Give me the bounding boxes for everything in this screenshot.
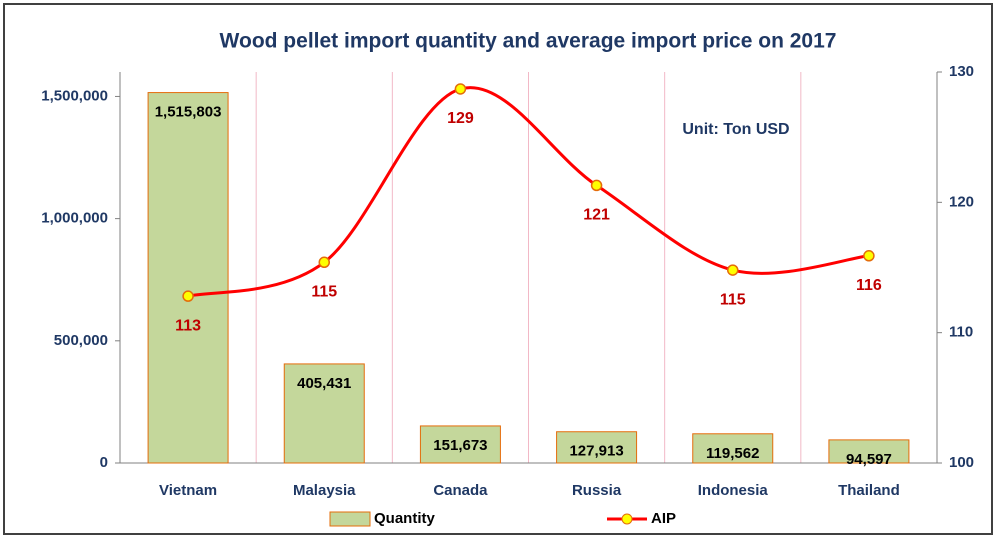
bar: [283, 363, 365, 464]
bar-value-label: 119,562: [706, 445, 759, 462]
x-tick-label: Malaysia: [293, 482, 356, 499]
line-value-label: 113: [175, 317, 201, 334]
legend-label: Quantity: [374, 510, 435, 527]
x-tick-label: Vietnam: [159, 482, 217, 499]
line-value-label: 116: [856, 277, 882, 294]
chart-title: Wood pellet import quantity and average …: [220, 30, 837, 53]
y-tick-label: 0: [100, 454, 108, 471]
legend-marker: [621, 513, 633, 525]
x-tick-label: Canada: [433, 482, 488, 499]
bar: [692, 433, 774, 464]
bar-value-label: 94,597: [846, 451, 892, 468]
x-tick-label: Indonesia: [698, 482, 769, 499]
legend-label: AIP: [651, 510, 676, 527]
x-tick-label: Thailand: [838, 482, 900, 499]
bar-value-label: 405,431: [297, 375, 351, 392]
line-value-label: 115: [720, 291, 746, 308]
line-marker: [727, 264, 739, 276]
line-marker: [454, 83, 467, 95]
y-tick-label: 500,000: [54, 332, 108, 349]
legend-swatch: [329, 511, 371, 527]
line-value-label: 115: [311, 284, 337, 301]
y-tick-label: 1,000,000: [41, 210, 108, 227]
bar: [828, 439, 910, 464]
bar: [147, 92, 229, 464]
line-marker: [318, 256, 330, 269]
y-tick-label: 1,500,000: [41, 87, 108, 104]
bar-value-label: 1,515,803: [155, 104, 222, 121]
y2-tick-label: 120: [949, 193, 974, 210]
y2-tick-label: 100: [949, 454, 974, 471]
annotation: Unit: Ton USD: [682, 121, 789, 138]
line-value-label: 121: [583, 207, 610, 224]
bar: [556, 431, 638, 464]
bar-value-label: 151,673: [433, 437, 487, 454]
y2-tick-label: 130: [949, 63, 974, 80]
line-marker: [863, 250, 875, 262]
line-value-label: 129: [447, 110, 474, 127]
line-marker: [590, 179, 603, 192]
bar-value-label: 127,913: [569, 443, 623, 460]
line-marker: [182, 290, 194, 302]
bar: [419, 425, 501, 464]
x-tick-label: Russia: [572, 482, 622, 499]
y2-tick-label: 110: [949, 324, 973, 341]
